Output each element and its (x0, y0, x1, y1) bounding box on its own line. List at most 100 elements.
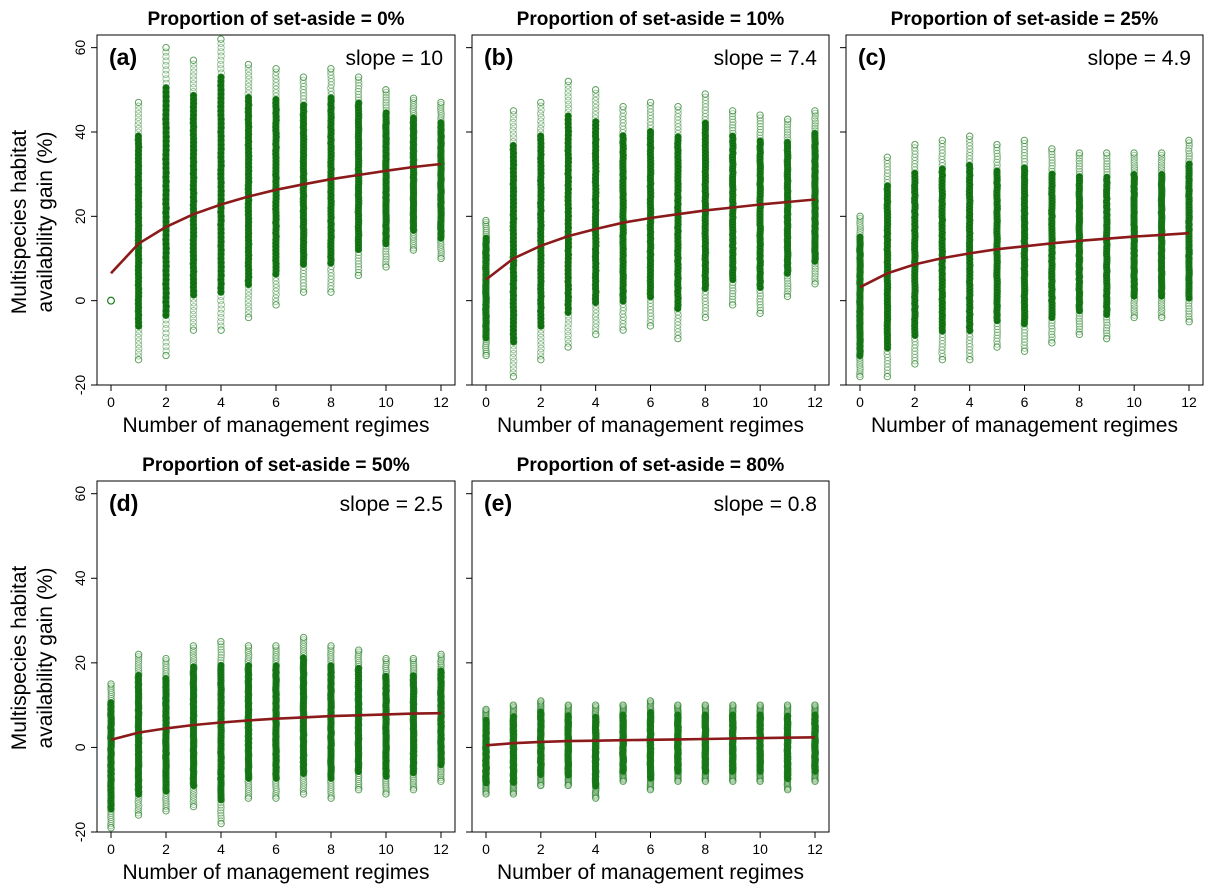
data-point (382, 723, 390, 731)
x-tick-label: 0 (856, 394, 864, 410)
data-point (783, 701, 792, 709)
data-point (245, 68, 253, 76)
data-point (729, 107, 737, 115)
data-point (437, 665, 445, 673)
data-point (993, 302, 1001, 310)
point-column (482, 216, 490, 360)
data-point (1075, 157, 1083, 165)
data-point (135, 214, 143, 222)
data-point (1158, 247, 1166, 255)
data-point (382, 739, 390, 747)
data-point (811, 172, 819, 180)
data-point (537, 121, 545, 129)
data-point (729, 208, 737, 216)
data-point (482, 709, 490, 717)
data-point (993, 140, 1001, 149)
data-point (783, 782, 792, 790)
data-point (437, 770, 445, 778)
data-point (1130, 306, 1138, 315)
data-point (729, 143, 737, 152)
data-point (1048, 288, 1056, 296)
data-point (646, 319, 654, 327)
data-point (1185, 299, 1193, 308)
data-point (509, 199, 518, 207)
data-point (856, 326, 864, 334)
data-point (537, 778, 545, 786)
data-point (135, 143, 143, 151)
data-point (756, 154, 764, 162)
data-point (1185, 278, 1193, 286)
data-point (756, 120, 764, 128)
data-point (1075, 175, 1084, 184)
data-point (756, 283, 764, 292)
data-point (1158, 170, 1166, 179)
data-point (134, 781, 142, 789)
data-point (272, 790, 280, 798)
data-point (811, 164, 819, 173)
data-point (564, 120, 572, 128)
data-point (1130, 194, 1138, 203)
x-tick-label: 2 (162, 394, 170, 410)
data-point (564, 89, 572, 97)
y-tick-label: 20 (72, 655, 88, 671)
data-point (646, 111, 655, 120)
data-point (217, 701, 225, 709)
point-column (1047, 145, 1056, 347)
data-point (1157, 292, 1166, 300)
data-point (592, 263, 600, 271)
data-point (162, 275, 170, 284)
data-point (784, 220, 792, 229)
data-point (272, 92, 280, 100)
data-point (1102, 313, 1111, 321)
data-point (1158, 244, 1166, 253)
data-point (189, 220, 198, 229)
data-point (107, 692, 115, 701)
data-point (134, 804, 143, 812)
data-point (783, 141, 792, 149)
data-point (811, 202, 819, 210)
data-point (509, 349, 518, 358)
data-point (189, 730, 198, 739)
data-point (1048, 316, 1056, 324)
data-point (1021, 167, 1029, 175)
data-point (217, 772, 225, 780)
data-point (1075, 270, 1083, 278)
data-point (564, 247, 572, 255)
data-point (189, 248, 197, 256)
data-point (1103, 184, 1111, 192)
data-point (382, 725, 390, 733)
data-point (1157, 194, 1166, 203)
data-point (564, 173, 573, 182)
data-point (244, 277, 252, 285)
data-point (564, 703, 573, 712)
data-point (189, 681, 198, 690)
data-point (564, 297, 572, 305)
data-point (910, 163, 919, 171)
data-point (217, 237, 225, 246)
data-point (106, 296, 115, 305)
data-point (1075, 307, 1084, 315)
data-point (756, 298, 764, 306)
data-point (162, 101, 170, 110)
data-point (856, 291, 864, 299)
data-point (135, 221, 143, 230)
data-point (564, 143, 572, 151)
data-point (189, 670, 197, 678)
data-point (190, 742, 198, 750)
data-point (190, 267, 198, 276)
data-point (299, 288, 308, 296)
data-point (591, 791, 600, 800)
data-point (327, 87, 335, 96)
data-point (1158, 237, 1166, 245)
data-point (756, 292, 765, 300)
x-tick-label: 6 (272, 394, 280, 410)
data-point (592, 249, 600, 257)
data-point (811, 137, 819, 145)
data-point (536, 307, 545, 315)
data-point (162, 200, 170, 208)
data-point (510, 215, 518, 223)
data-point (811, 152, 819, 160)
data-point (728, 138, 737, 146)
data-point (217, 115, 225, 123)
data-point (437, 254, 445, 263)
